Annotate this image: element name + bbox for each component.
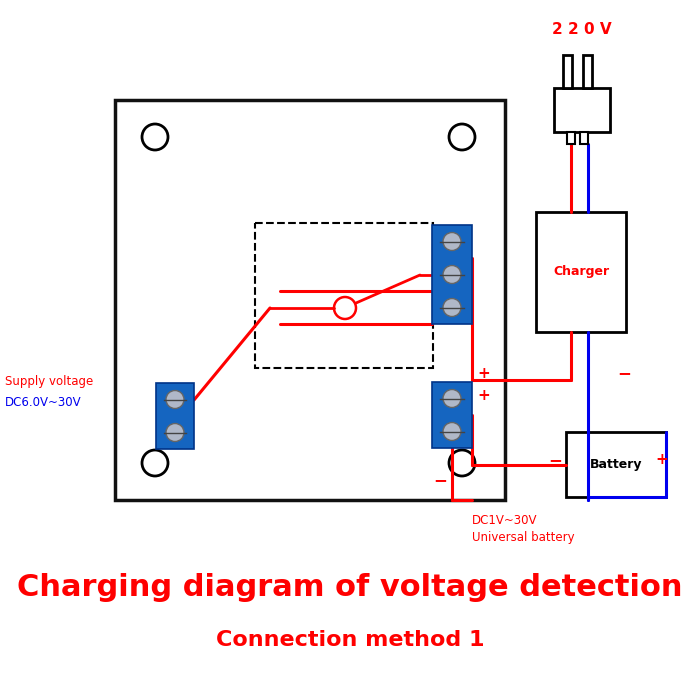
Circle shape bbox=[443, 233, 461, 250]
Circle shape bbox=[166, 424, 184, 442]
Bar bbox=[536, 212, 626, 332]
Text: DC1V~30V: DC1V~30V bbox=[472, 514, 538, 526]
Circle shape bbox=[142, 124, 168, 150]
Text: Battery: Battery bbox=[589, 458, 643, 471]
Bar bbox=[566, 432, 666, 497]
Bar bbox=[156, 383, 194, 449]
Circle shape bbox=[449, 450, 475, 476]
Text: Supply voltage: Supply voltage bbox=[5, 375, 93, 389]
Circle shape bbox=[142, 450, 168, 476]
Text: −: − bbox=[433, 471, 447, 489]
Bar bbox=[115, 100, 505, 500]
Text: +: + bbox=[477, 387, 490, 403]
Text: Charger: Charger bbox=[553, 266, 609, 278]
Circle shape bbox=[443, 266, 461, 284]
Text: 2 2 0 V: 2 2 0 V bbox=[552, 22, 612, 38]
Text: +: + bbox=[477, 366, 490, 380]
Circle shape bbox=[443, 422, 461, 440]
Bar bbox=[432, 225, 472, 324]
Circle shape bbox=[166, 391, 184, 408]
Bar bbox=[567, 132, 575, 144]
Text: Charging diagram of voltage detection: Charging diagram of voltage detection bbox=[18, 573, 682, 603]
Circle shape bbox=[449, 124, 475, 150]
Text: −: − bbox=[617, 364, 631, 382]
Bar bbox=[563, 55, 572, 88]
Bar bbox=[580, 132, 588, 144]
Circle shape bbox=[443, 389, 461, 408]
Bar bbox=[554, 88, 610, 132]
Circle shape bbox=[443, 298, 461, 317]
Text: +: + bbox=[655, 452, 668, 468]
Bar bbox=[583, 55, 592, 88]
Bar bbox=[255, 223, 433, 368]
Text: −: − bbox=[548, 451, 562, 469]
Text: Connection method 1: Connection method 1 bbox=[216, 630, 484, 650]
Bar bbox=[432, 382, 472, 448]
Text: Universal battery: Universal battery bbox=[472, 531, 575, 545]
Text: DC6.0V~30V: DC6.0V~30V bbox=[5, 396, 82, 408]
